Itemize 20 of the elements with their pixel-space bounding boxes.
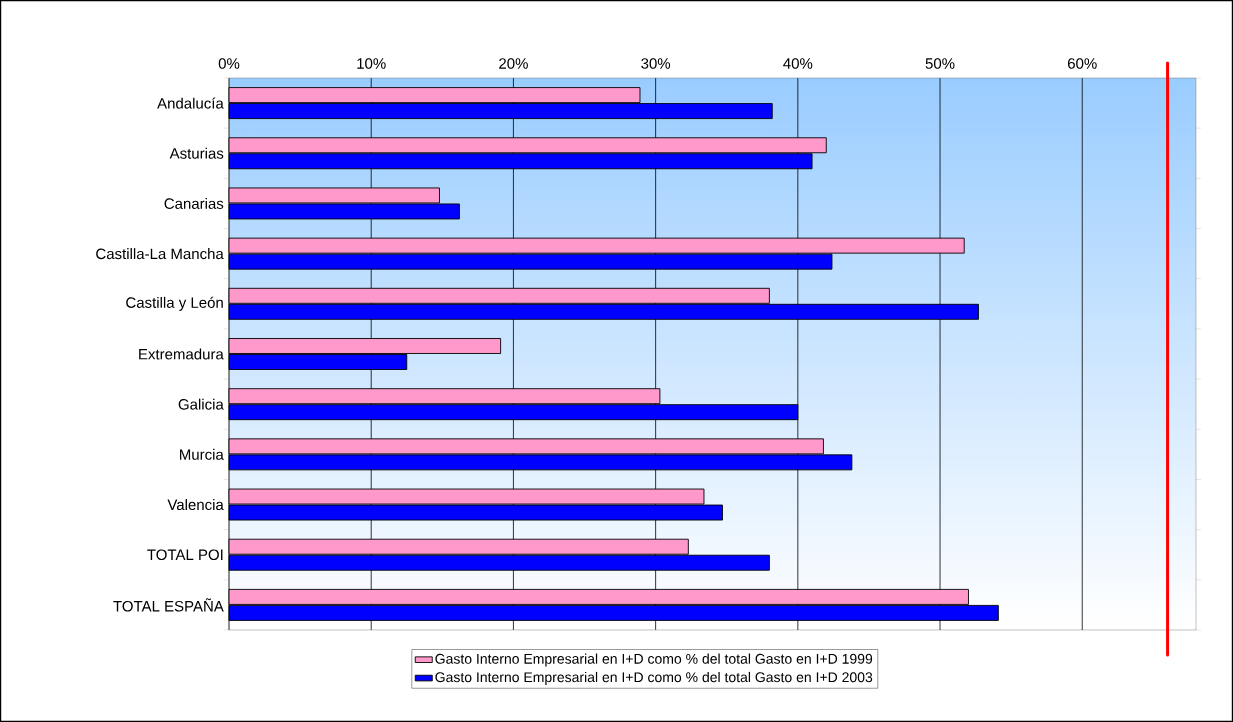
y-tick-label: Castilla y León <box>126 296 223 311</box>
y-tick-label: Canarias <box>164 197 224 209</box>
y-tick-label: Asturias <box>169 147 224 159</box>
y-tick-label: TOTAL ESPAÑA <box>113 598 224 612</box>
x-tick-label: 10% <box>357 58 386 69</box>
y-tick-label: Valencia <box>167 499 224 511</box>
x-tick-label: 40% <box>783 58 813 69</box>
legend-label: Gasto Interno Empresarial en I+D como % del total Gasto en I+D 1999 <box>435 653 873 667</box>
legend-label: Gasto Interno Empresarial en I+D como % del total Gasto en I+D 2003 <box>435 671 873 685</box>
x-tick-label: 30% <box>641 58 671 69</box>
y-tick-label: Castilla-La Mancha <box>96 248 224 260</box>
x-tick-label: 0% <box>218 58 240 69</box>
y-tick-label: Andalucía <box>157 97 224 109</box>
x-tick-label: 20% <box>499 58 528 69</box>
x-tick-label: 60% <box>1068 58 1097 69</box>
y-tick-label: TOTAL POI <box>147 549 223 561</box>
y-tick-label: Extremadura <box>139 348 224 360</box>
x-tick-label: 50% <box>925 58 955 69</box>
y-tick-label: Murcia <box>180 448 224 460</box>
y-tick-label: Galicia <box>178 398 224 410</box>
